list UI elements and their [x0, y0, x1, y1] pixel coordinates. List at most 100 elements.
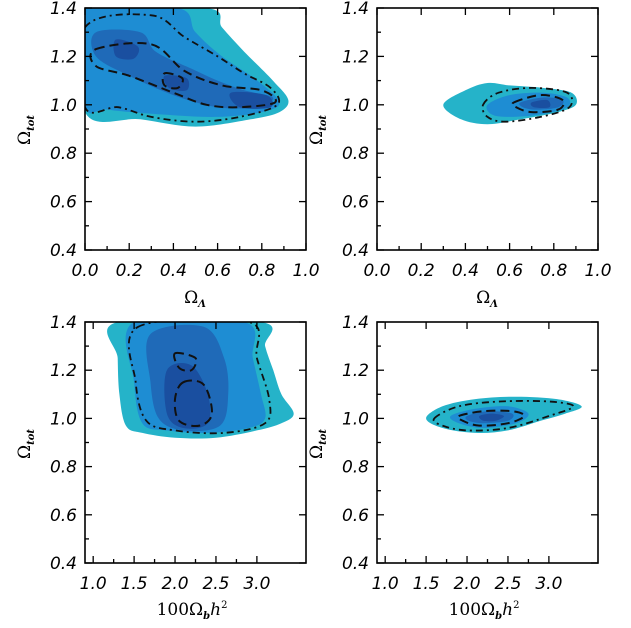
svg-text:Ωtot: Ωtot — [307, 115, 329, 145]
y-tick-label: 1.4 — [342, 313, 369, 333]
svg-text:100Ωbh2: 100Ωbh2 — [157, 600, 228, 622]
x-tick-label: 0.8 — [248, 261, 275, 281]
y-tick-label: 1.4 — [342, 0, 369, 19]
y-tick-label: 1.2 — [50, 361, 77, 381]
y-tick-label: 0.6 — [50, 193, 77, 213]
x-tick-label: 0.6 — [204, 261, 231, 281]
filled-regions — [443, 82, 577, 125]
x-tick-label: 0.4 — [452, 261, 479, 281]
x-tick-label: 1.0 — [292, 261, 319, 281]
svg-text:ΩΛ: ΩΛ — [184, 288, 206, 310]
x-tick-label: 0.8 — [540, 261, 567, 281]
x-axis-label-main: Ω — [184, 288, 198, 308]
x-tick-label: 3.0 — [243, 574, 270, 594]
x-tick-label: 1.5 — [121, 574, 148, 594]
y-axis-label-sub: tot — [26, 429, 37, 445]
panel-bottom-right: 1.0 1.5 2.0 2.5 3.0 0.4 0.6 0.8 1.0 1.2 1.4 Ωtot 1… — [307, 313, 599, 622]
svg-text:ΩΛ: ΩΛ — [476, 288, 498, 310]
x-tick-label: 2.0 — [162, 574, 189, 594]
x-tick-label: 1.0 — [372, 574, 399, 594]
y-tick-label: 1.2 — [50, 47, 77, 67]
contour-lines — [432, 400, 575, 432]
y-tick-label: 0.4 — [342, 554, 369, 574]
y-tick-label: 1.0 — [342, 96, 369, 116]
x-axis-label-sup: 2 — [513, 600, 519, 611]
y-tick-label: 0.6 — [342, 506, 369, 526]
y-tick-label: 0.4 — [342, 241, 369, 261]
contour-line-95 — [85, 13, 281, 123]
x-tick-label: 0.2 — [408, 261, 435, 281]
contour-lines — [85, 13, 281, 123]
y-tick-label: 0.8 — [342, 144, 369, 164]
panel-top-left: 0.0 0.2 0.4 0.6 0.8 1.0 0.4 0.6 0.8 1.0 1.2 1.4 Ωto… — [15, 0, 320, 310]
y-axis-label: Ωtot — [15, 429, 37, 459]
likelihood-region-level-4 — [478, 413, 504, 422]
contour-line-68 — [173, 379, 213, 427]
y-tick-label: 1.0 — [342, 409, 369, 429]
y-axis-label-main: Ω — [15, 445, 35, 459]
x-axis-label: ΩΛ — [476, 288, 498, 310]
contour-line-95 — [432, 400, 575, 432]
y-tick-label: 0.4 — [50, 554, 77, 574]
contour-line-68 — [456, 409, 526, 427]
y-tick-label: 1.4 — [50, 313, 77, 333]
x-axis-label: ΩΛ — [184, 288, 206, 310]
y-axis-label: Ωtot — [15, 115, 37, 145]
x-tick-label: 2.0 — [454, 574, 481, 594]
y-axis-label-sub: tot — [318, 115, 329, 131]
contour-line-68 — [511, 94, 565, 114]
x-axis-label-sub: b — [495, 611, 502, 622]
plot-frame — [376, 321, 599, 564]
x-axis-label-main: 100Ω — [157, 600, 204, 620]
x-tick-label: 0.6 — [496, 261, 523, 281]
y-axis-label-main: Ω — [15, 131, 35, 145]
svg-text:Ωtot: Ωtot — [15, 115, 37, 145]
x-tick-label: 1.0 — [584, 261, 611, 281]
svg-text:Ωtot: Ωtot — [15, 429, 37, 459]
y-axis-label: Ωtot — [307, 115, 329, 145]
x-axis-label: 100Ωbh2 — [157, 600, 228, 622]
x-tick-label: 0.0 — [71, 261, 98, 281]
x-tick-label: 2.5 — [202, 574, 229, 594]
x-axis-label-sup: 2 — [221, 600, 227, 611]
y-tick-label: 0.6 — [342, 193, 369, 213]
panel-bottom-left: 1.0 1.5 2.0 2.5 3.0 0.4 0.6 0.8 1.0 1.2 1.4 Ωtot 1… — [15, 313, 307, 622]
y-axis-label: Ωtot — [307, 429, 329, 459]
axis-ticks: 1.0 1.5 2.0 2.5 3.0 0.4 0.6 0.8 1.0 1.2 1.4 — [342, 313, 598, 594]
x-tick-label: 0.4 — [160, 261, 187, 281]
y-axis-label-sub: tot — [26, 115, 37, 131]
y-tick-label: 1.2 — [342, 361, 369, 381]
y-axis-label-main: Ω — [307, 445, 327, 459]
x-axis-label-main: 100Ω — [449, 600, 496, 620]
contour-lines — [481, 86, 574, 123]
y-axis-label-main: Ω — [307, 131, 327, 145]
svg-text:Ωtot: Ωtot — [307, 429, 329, 459]
filled-regions — [107, 322, 294, 439]
contour-line-68 — [89, 42, 277, 109]
y-axis-label-sub: tot — [318, 429, 329, 445]
x-axis-label-sub: b — [203, 611, 210, 622]
x-axis-label: 100Ωbh2 — [449, 600, 520, 622]
x-tick-label: 0.2 — [116, 261, 143, 281]
x-axis-label-h: h — [210, 600, 221, 620]
svg-text:100Ωbh2: 100Ωbh2 — [449, 600, 520, 622]
y-tick-label: 1.4 — [50, 0, 77, 19]
x-axis-label-main: Ω — [476, 288, 490, 308]
axis-ticks: 0.0 0.2 0.4 0.6 0.8 1.0 0.4 0.6 0.8 1.0 1.2 1.4 — [50, 0, 320, 281]
x-tick-label: 3.0 — [535, 574, 562, 594]
contour-line-95 — [481, 86, 574, 123]
y-tick-label: 1.0 — [50, 96, 77, 116]
x-tick-label: 0.0 — [363, 261, 390, 281]
likelihood-region-level-4 — [530, 99, 551, 108]
y-tick-label: 0.6 — [50, 506, 77, 526]
y-tick-label: 1.2 — [342, 47, 369, 67]
axis-ticks: 0.0 0.2 0.4 0.6 0.8 1.0 0.4 0.6 0.8 1.0 1.2 1.4 — [342, 0, 612, 281]
y-tick-label: 0.8 — [342, 458, 369, 478]
y-tick-label: 0.4 — [50, 241, 77, 261]
x-axis-label-sub: Λ — [197, 299, 206, 310]
x-axis-label-h: h — [502, 600, 513, 620]
x-tick-label: 1.5 — [413, 574, 440, 594]
plot-frame — [376, 7, 599, 251]
likelihood-region-level-4 — [113, 39, 140, 60]
x-tick-label: 1.0 — [80, 574, 107, 594]
